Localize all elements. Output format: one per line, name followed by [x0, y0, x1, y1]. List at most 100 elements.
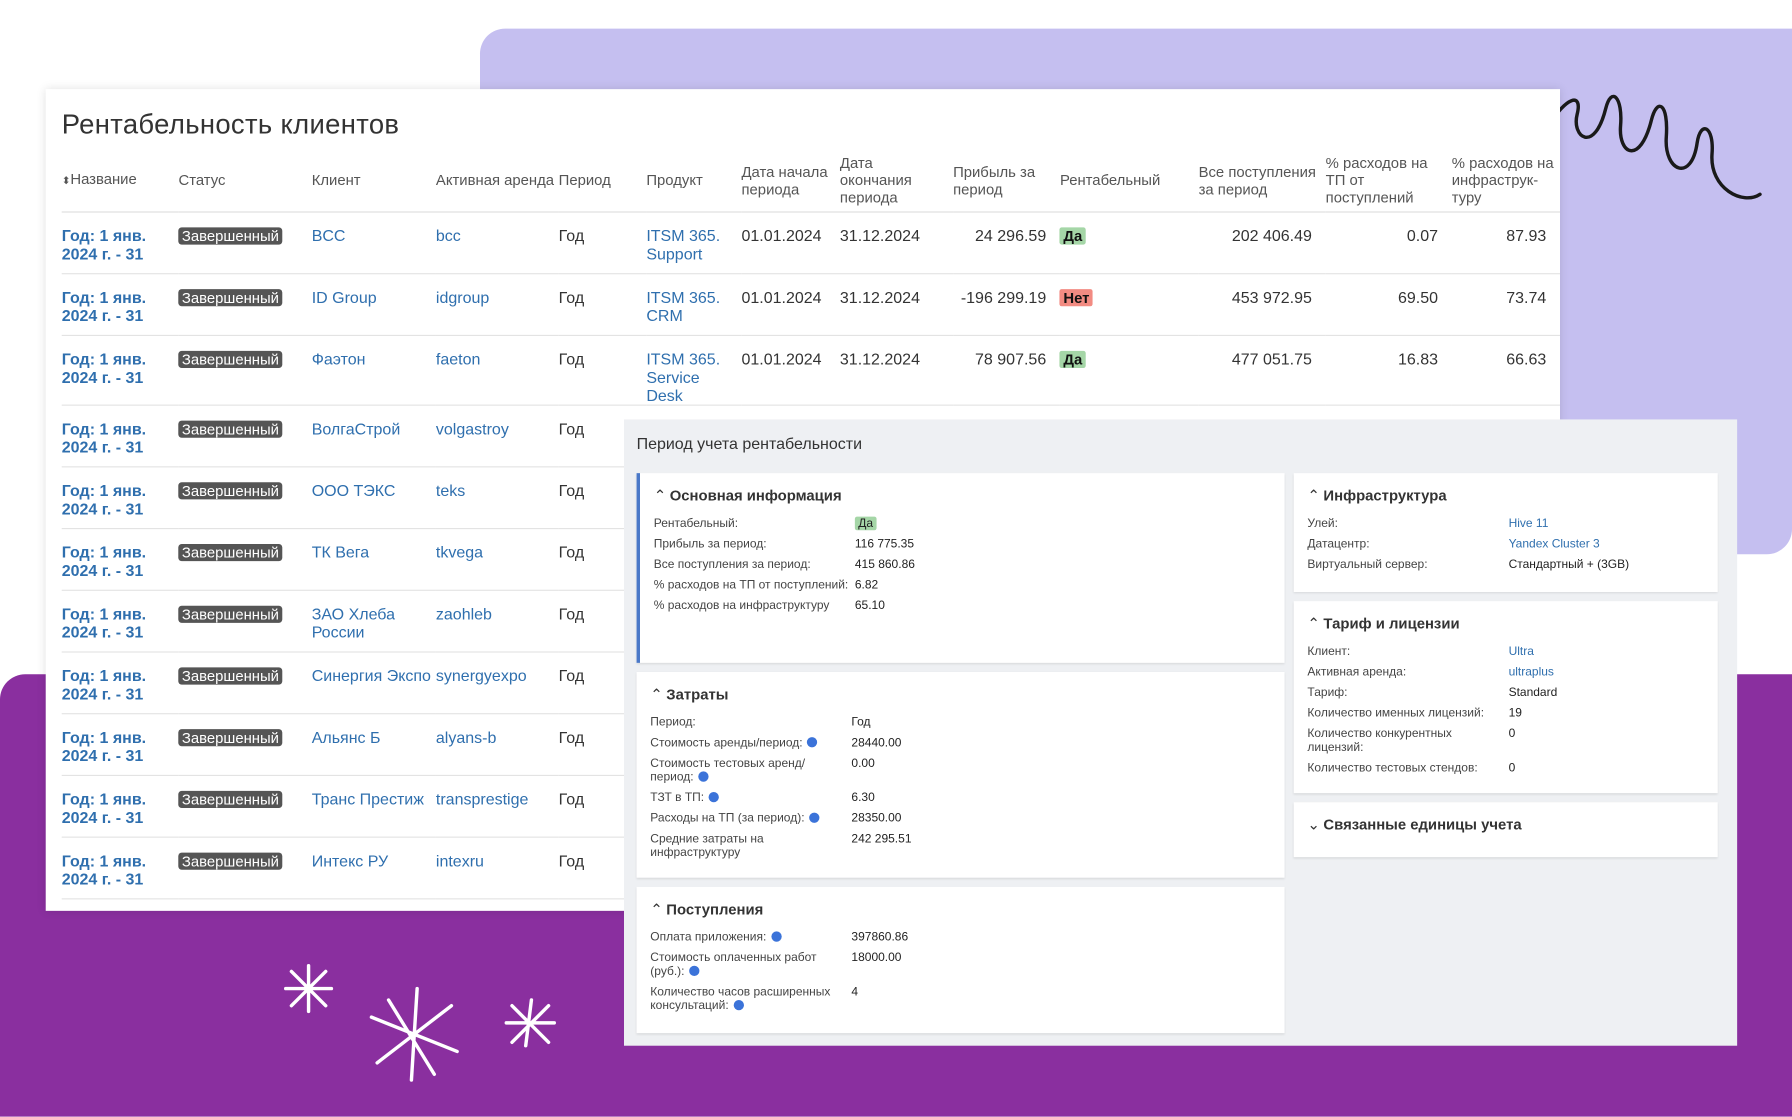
- column-header[interactable]: Прибыль за период: [953, 148, 1060, 213]
- field-row: Оплата приложения: 397860.86: [650, 930, 1271, 944]
- cell-text[interactable]: intexru: [435, 851, 484, 870]
- table-cell: 87.93: [1451, 211, 1560, 275]
- cell-text[interactable]: ВолгаСтрой: [311, 419, 401, 438]
- field-label-cell: Расходы на ТП (за период):: [650, 811, 851, 825]
- field-label-cell: % расходов на ТП от поступлений:: [654, 578, 855, 592]
- cell-text[interactable]: Год: 1 янв. 2024 г. - 31: [61, 226, 147, 263]
- header-text: Статус: [178, 171, 226, 189]
- cell-text[interactable]: ITSM 365. Service Desk: [646, 349, 721, 405]
- cell-text[interactable]: ID Group: [311, 287, 377, 307]
- field-value[interactable]: Ultra: [1508, 644, 1534, 659]
- cell-text[interactable]: alyans-b: [435, 727, 497, 747]
- cell-text[interactable]: volgastroy: [435, 419, 509, 438]
- section-header[interactable]: ⌄ Связанные единицы учета: [1307, 816, 1704, 834]
- table-cell: bcc: [435, 211, 559, 275]
- table-cell: Год: 1 янв. 2024 г. - 31: [61, 528, 179, 591]
- cell-text[interactable]: synergyexpo: [435, 666, 527, 685]
- cell-text[interactable]: ЗАО Хлеба России: [311, 604, 395, 642]
- column-header[interactable]: Клиент: [311, 148, 436, 213]
- column-header[interactable]: Активная аренда: [435, 148, 559, 213]
- field-label-cell: Количество именных лицензий:: [1307, 706, 1508, 720]
- cell-text[interactable]: Год: 1 янв. 2024 г. - 31: [61, 851, 147, 888]
- column-header[interactable]: ⬍Название: [61, 148, 179, 213]
- table-cell: teks: [435, 466, 559, 530]
- header-text: Дата окончания периода: [839, 154, 912, 206]
- table-cell: Завершенный: [178, 775, 312, 838]
- panel-column: ⌃ Инфраструктура Улей: Hive 11 Датацентр: Yan…: [1293, 473, 1718, 858]
- column-header[interactable]: Дата начала периода: [741, 148, 840, 213]
- cell-text[interactable]: Интекс РУ: [311, 851, 389, 870]
- cell-text[interactable]: Год: 1 янв. 2024 г. - 31: [61, 481, 147, 518]
- field-label-cell: Оплата приложения:: [650, 930, 851, 944]
- cell-text[interactable]: Год: 1 янв. 2024 г. - 31: [61, 349, 147, 387]
- field-label: Средние затраты на инфраструктуру: [650, 831, 764, 860]
- section-header[interactable]: ⌃ Основная информация: [654, 487, 1271, 505]
- cell-text[interactable]: Фаэтон: [311, 349, 366, 368]
- table-cell: Год: 1 янв. 2024 г. - 31: [61, 211, 179, 275]
- cell-text[interactable]: Год: 1 янв. 2024 г. - 31: [61, 419, 147, 456]
- cell-text[interactable]: BCC: [311, 226, 346, 245]
- section-title: Затраты: [666, 685, 729, 703]
- section-header[interactable]: ⌃ Затраты: [650, 686, 1271, 704]
- section-header[interactable]: ⌃ Тариф и лицензии: [1307, 615, 1704, 633]
- column-header[interactable]: % расходов на инфраструк-туру: [1451, 148, 1560, 213]
- field-label: Расходы на ТП (за период):: [650, 811, 805, 826]
- column-header[interactable]: Все поступления за период: [1198, 148, 1326, 213]
- section-title: Основная информация: [669, 486, 842, 504]
- cell-text[interactable]: Год: 1 янв. 2024 г. - 31: [61, 727, 147, 765]
- field-row: Улей: Hive 11: [1307, 517, 1704, 531]
- cell-text[interactable]: ООО ТЭКС: [311, 481, 396, 500]
- field-label: % расходов на ТП от поступлений:: [653, 578, 849, 592]
- cell-text[interactable]: zaohleb: [435, 604, 492, 623]
- cell-text[interactable]: tkvega: [435, 542, 484, 562]
- column-header[interactable]: Статус: [178, 148, 312, 213]
- table-cell: ID Group: [311, 273, 436, 336]
- field-value-cell: 28350.00: [851, 811, 901, 825]
- cell-text[interactable]: transprestige: [435, 789, 529, 808]
- cell-text[interactable]: Год: 1 янв. 2024 г. - 31: [61, 666, 147, 703]
- cell-text[interactable]: Год: 1 янв. 2024 г. - 31: [61, 604, 147, 642]
- field-value: 28440.00: [851, 735, 902, 750]
- cell-text[interactable]: ITSM 365. Support: [646, 226, 721, 263]
- cell-text[interactable]: Транс Престиж: [311, 789, 424, 808]
- column-header[interactable]: % расходов на ТП от поступлений: [1325, 148, 1452, 213]
- cell-text: 69.50: [1397, 287, 1439, 307]
- cell-text[interactable]: Год: 1 янв. 2024 г. - 31: [61, 789, 147, 827]
- field-label: Количество тестовых стендов:: [1307, 761, 1478, 775]
- cell-text[interactable]: Год: 1 янв. 2024 г. - 31: [61, 542, 147, 580]
- field-row: Клиент: Ultra: [1307, 645, 1704, 659]
- field-value: 28350.00: [851, 811, 902, 826]
- cell-text: -196 299.19: [960, 287, 1047, 307]
- field-label-cell: Рентабельный:: [654, 517, 855, 531]
- cell-text[interactable]: Год: 1 янв. 2024 г. - 31: [61, 287, 147, 325]
- table-cell: Год: 1 янв. 2024 г. - 31: [61, 273, 179, 336]
- column-header[interactable]: Дата окончания периода: [839, 148, 954, 213]
- field-row: Количество именных лицензий: 19: [1307, 706, 1704, 720]
- field-value-cell: 19: [1509, 706, 1522, 720]
- cell-text[interactable]: Синергия Экспо: [311, 666, 431, 685]
- cell-text[interactable]: bcc: [435, 226, 461, 245]
- cell-text[interactable]: teks: [435, 481, 466, 500]
- field-value[interactable]: ultraplus: [1508, 665, 1554, 679]
- column-header[interactable]: Период: [558, 148, 647, 213]
- column-header[interactable]: Рентабельный: [1059, 148, 1199, 213]
- section-header[interactable]: ⌃ Поступления: [650, 901, 1271, 919]
- field-value-cell: 65.10: [855, 599, 885, 613]
- stars: [283, 963, 556, 1082]
- column-header[interactable]: Продукт: [646, 148, 742, 213]
- cell-text[interactable]: Альянс Б: [311, 727, 381, 747]
- field-value[interactable]: Hive 11: [1508, 516, 1549, 531]
- cell-text[interactable]: ITSM 365. CRM: [646, 287, 721, 325]
- table-cell: faeton: [435, 335, 559, 406]
- badge: Завершенный: [178, 482, 283, 499]
- badge: Завершенный: [178, 227, 283, 245]
- cell-text[interactable]: faeton: [435, 349, 481, 368]
- cell-text[interactable]: ТК Вега: [311, 542, 370, 562]
- field-label: Датацентр:: [1307, 537, 1370, 551]
- field-row: Количество конкурентных лицензий: 0: [1307, 727, 1704, 754]
- cell-text[interactable]: idgroup: [435, 287, 490, 307]
- field-label-cell: Улей:: [1307, 517, 1508, 531]
- section-header[interactable]: ⌃ Инфраструктура: [1307, 487, 1704, 505]
- field-value[interactable]: Yandex Cluster 3: [1508, 537, 1600, 551]
- field-row: Рентабельный: Да: [654, 516, 1271, 531]
